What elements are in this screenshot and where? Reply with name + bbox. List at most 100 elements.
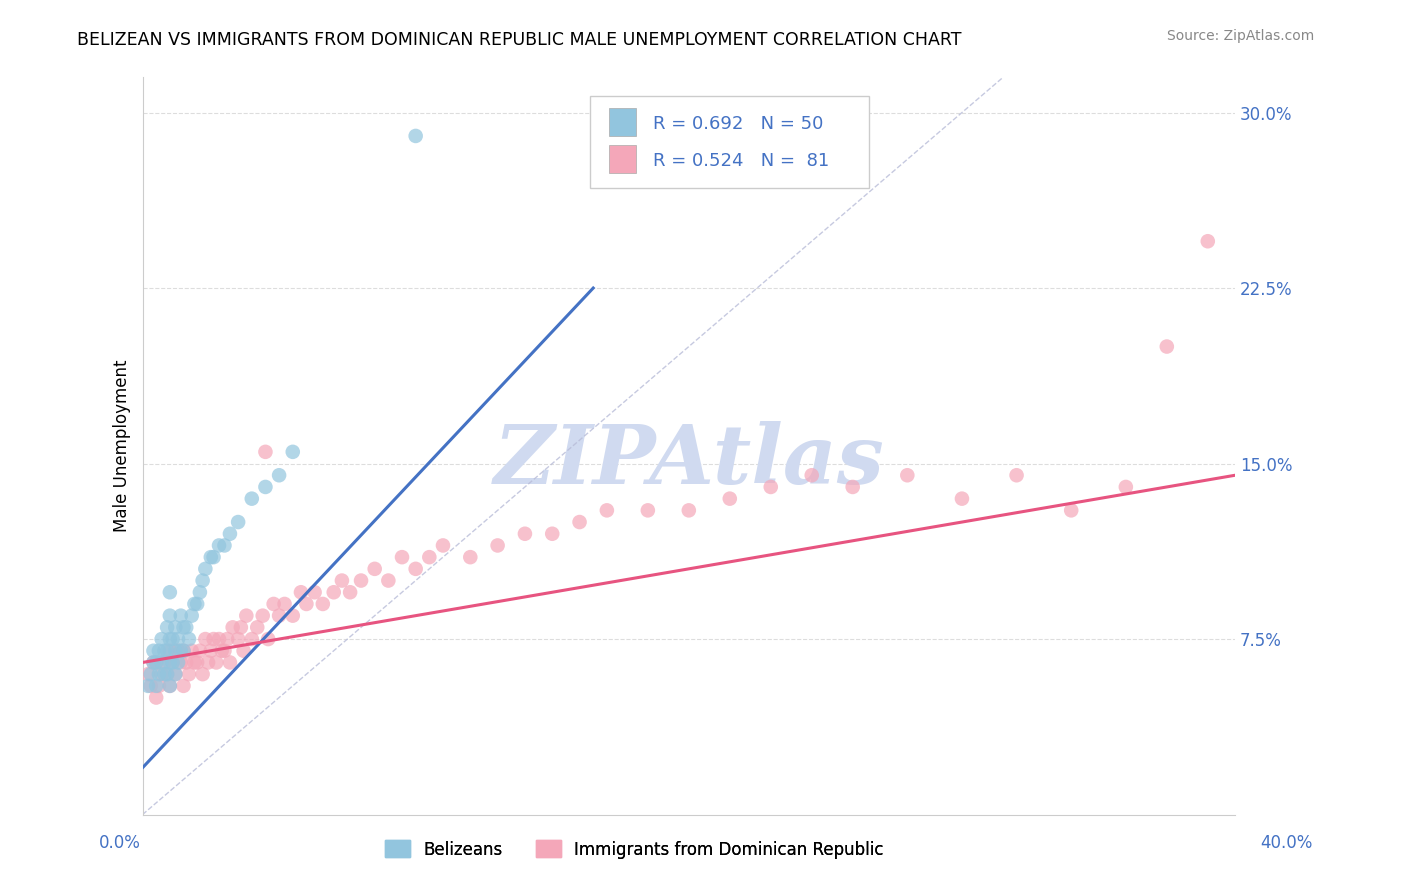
Point [162, 656, 184, 670]
Point [162, 656, 184, 670]
Point [165, 620, 187, 634]
Point [167, 632, 190, 646]
Point [950, 491, 973, 506]
Point [150, 656, 173, 670]
Point [153, 644, 176, 658]
Point [541, 526, 564, 541]
Bar [609, 145, 637, 173]
Point [191, 574, 214, 588]
Point [214, 644, 236, 658]
Point [186, 656, 208, 670]
Point [170, 608, 193, 623]
Point [240, 632, 263, 646]
Point [458, 550, 481, 565]
Point [136, 679, 159, 693]
Point [142, 656, 165, 670]
Point [226, 515, 249, 529]
Point [281, 445, 304, 459]
Point [159, 585, 181, 599]
Point [339, 585, 361, 599]
Point [759, 480, 782, 494]
Point [194, 632, 217, 646]
Point [145, 656, 167, 670]
Point [377, 574, 399, 588]
Point [1060, 503, 1083, 517]
Point [174, 620, 197, 634]
Point [180, 644, 202, 658]
Point [1197, 234, 1219, 248]
Point [678, 503, 700, 517]
Point [170, 656, 193, 670]
Point [254, 480, 277, 494]
Point [202, 632, 225, 646]
Point [254, 445, 277, 459]
Point [290, 585, 312, 599]
Point [246, 620, 269, 634]
Point [150, 667, 173, 681]
Point [486, 538, 509, 552]
Point [142, 656, 165, 670]
Text: BELIZEAN VS IMMIGRANTS FROM DOMINICAN REPUBLIC MALE UNEMPLOYMENT CORRELATION CHA: BELIZEAN VS IMMIGRANTS FROM DOMINICAN RE… [77, 31, 962, 49]
Point [232, 644, 254, 658]
Point [269, 608, 291, 623]
Point [170, 644, 193, 658]
Point [214, 538, 236, 552]
Point [159, 656, 181, 670]
Point [191, 667, 214, 681]
Point [167, 644, 190, 658]
Point [405, 562, 427, 576]
Point [183, 656, 205, 670]
Text: 0.0%: 0.0% [98, 834, 141, 852]
Point [156, 667, 179, 681]
Point [896, 468, 918, 483]
Point [273, 597, 295, 611]
Point [145, 690, 167, 705]
Point [186, 597, 208, 611]
Text: ZIPAtlas: ZIPAtlas [494, 421, 884, 500]
Point [350, 574, 373, 588]
Text: Source: ZipAtlas.com: Source: ZipAtlas.com [1167, 29, 1315, 43]
Point [139, 667, 162, 681]
Point [173, 620, 195, 634]
Point [145, 679, 167, 693]
Point [841, 480, 863, 494]
Point [229, 620, 252, 634]
Point [183, 597, 205, 611]
Point [418, 550, 440, 565]
Point [159, 679, 181, 693]
Point [194, 562, 217, 576]
Point [295, 597, 318, 611]
Point [165, 667, 187, 681]
Point [153, 667, 176, 681]
Point [165, 644, 187, 658]
Point [162, 632, 184, 646]
Point [200, 550, 222, 565]
Point [148, 667, 170, 681]
FancyBboxPatch shape [591, 95, 869, 188]
Point [263, 597, 285, 611]
Point [156, 644, 179, 658]
Point [139, 679, 162, 693]
Bar [609, 109, 637, 136]
Point [637, 503, 659, 517]
Point [312, 597, 335, 611]
Point [257, 632, 280, 646]
Point [235, 608, 257, 623]
Point [174, 656, 197, 670]
Point [568, 515, 591, 529]
Point [281, 608, 304, 623]
Point [205, 656, 228, 670]
Point [136, 667, 159, 681]
Point [159, 608, 181, 623]
Point [269, 468, 291, 483]
Point [304, 585, 326, 599]
Point [165, 667, 187, 681]
Point [1115, 480, 1137, 494]
Point [221, 620, 243, 634]
Point [240, 491, 263, 506]
Point [718, 491, 741, 506]
Point [364, 562, 387, 576]
Text: 40.0%: 40.0% [1260, 834, 1313, 852]
Point [148, 644, 170, 658]
Point [156, 620, 179, 634]
